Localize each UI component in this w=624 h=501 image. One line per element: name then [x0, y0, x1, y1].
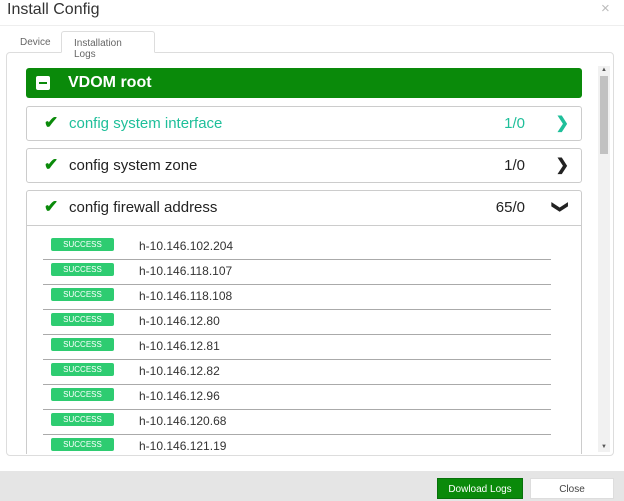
- status-badge: SUCCESS: [51, 238, 114, 251]
- status-badge: SUCCESS: [51, 438, 114, 451]
- log-item-name: h-10.146.118.107: [139, 264, 233, 278]
- download-logs-button[interactable]: Dowload Logs: [437, 478, 523, 499]
- section-label: config firewall address: [69, 199, 218, 216]
- check-icon: ✔: [44, 155, 59, 174]
- log-item-name: h-10.146.121.19: [139, 439, 227, 453]
- log-item: SUCCESS h-10.146.118.108: [43, 285, 551, 310]
- log-item-name: h-10.146.12.82: [139, 364, 220, 378]
- section-config-system-zone[interactable]: ✔ config system zone 1/0 ❯: [26, 148, 582, 183]
- dialog-title: Install Config: [7, 1, 100, 18]
- check-icon: ✔: [44, 197, 59, 216]
- log-item: SUCCESS h-10.146.12.81: [43, 335, 551, 360]
- chevron-down-icon[interactable]: ❯: [551, 200, 569, 214]
- tab-installation-logs[interactable]: Installation Logs: [61, 31, 155, 60]
- log-item-name: h-10.146.12.81: [139, 339, 220, 353]
- divider: [0, 25, 624, 26]
- chevron-right-icon[interactable]: ❯: [555, 157, 569, 174]
- vdom-header[interactable]: VDOM root: [26, 68, 582, 98]
- section-label: config system zone: [69, 157, 198, 174]
- close-icon[interactable]: ×: [601, 0, 610, 17]
- log-list: SUCCESS h-10.146.102.204 SUCCESS h-10.146.1…: [43, 235, 559, 454]
- status-badge: SUCCESS: [51, 388, 114, 401]
- log-item: SUCCESS h-10.146.12.82: [43, 360, 551, 385]
- chevron-right-icon[interactable]: ❯: [555, 115, 569, 132]
- scroll-up-icon[interactable]: ▲: [601, 67, 607, 73]
- status-badge: SUCCESS: [51, 363, 114, 376]
- scrollbar[interactable]: ▲ ▼: [598, 66, 610, 452]
- tab-panel: [6, 52, 614, 456]
- section-config-system-interface[interactable]: ✔ config system interface 1/0 ❯: [26, 106, 582, 141]
- log-item-name: h-10.146.118.108: [139, 289, 233, 303]
- log-item: SUCCESS h-10.146.120.68: [43, 410, 551, 435]
- log-item-name: h-10.146.120.68: [139, 414, 227, 428]
- log-item: SUCCESS h-10.146.118.107: [43, 260, 551, 285]
- section-config-firewall-address[interactable]: ✔ config firewall address 65/0 ❯ SUCCESS…: [26, 190, 582, 454]
- log-item-name: h-10.146.12.96: [139, 389, 220, 403]
- scrollbar-thumb[interactable]: [600, 76, 608, 154]
- close-button[interactable]: Close: [530, 478, 614, 499]
- log-item-name: h-10.146.102.204: [139, 239, 234, 253]
- log-item: SUCCESS h-10.146.121.19: [43, 435, 551, 454]
- tab-device[interactable]: Device: [20, 37, 51, 48]
- collapse-icon[interactable]: [36, 76, 50, 90]
- section-count: 1/0: [504, 115, 525, 132]
- log-item: SUCCESS h-10.146.102.204: [43, 235, 551, 260]
- scroll-down-icon[interactable]: ▼: [601, 444, 607, 450]
- log-item: SUCCESS h-10.146.12.96: [43, 385, 551, 410]
- status-badge: SUCCESS: [51, 413, 114, 426]
- status-badge: SUCCESS: [51, 313, 114, 326]
- check-icon: ✔: [44, 113, 59, 132]
- log-item-name: h-10.146.12.80: [139, 314, 220, 328]
- vdom-label: VDOM root: [68, 74, 152, 91]
- section-label: config system interface: [69, 115, 223, 132]
- status-badge: SUCCESS: [51, 288, 114, 301]
- log-item: SUCCESS h-10.146.12.80: [43, 310, 551, 335]
- section-count: 65/0: [495, 199, 525, 216]
- status-badge: SUCCESS: [51, 263, 114, 276]
- log-scroll-area: VDOM root ✔ config system interface 1/0 …: [20, 66, 612, 454]
- status-badge: SUCCESS: [51, 338, 114, 351]
- section-count: 1/0: [504, 157, 525, 174]
